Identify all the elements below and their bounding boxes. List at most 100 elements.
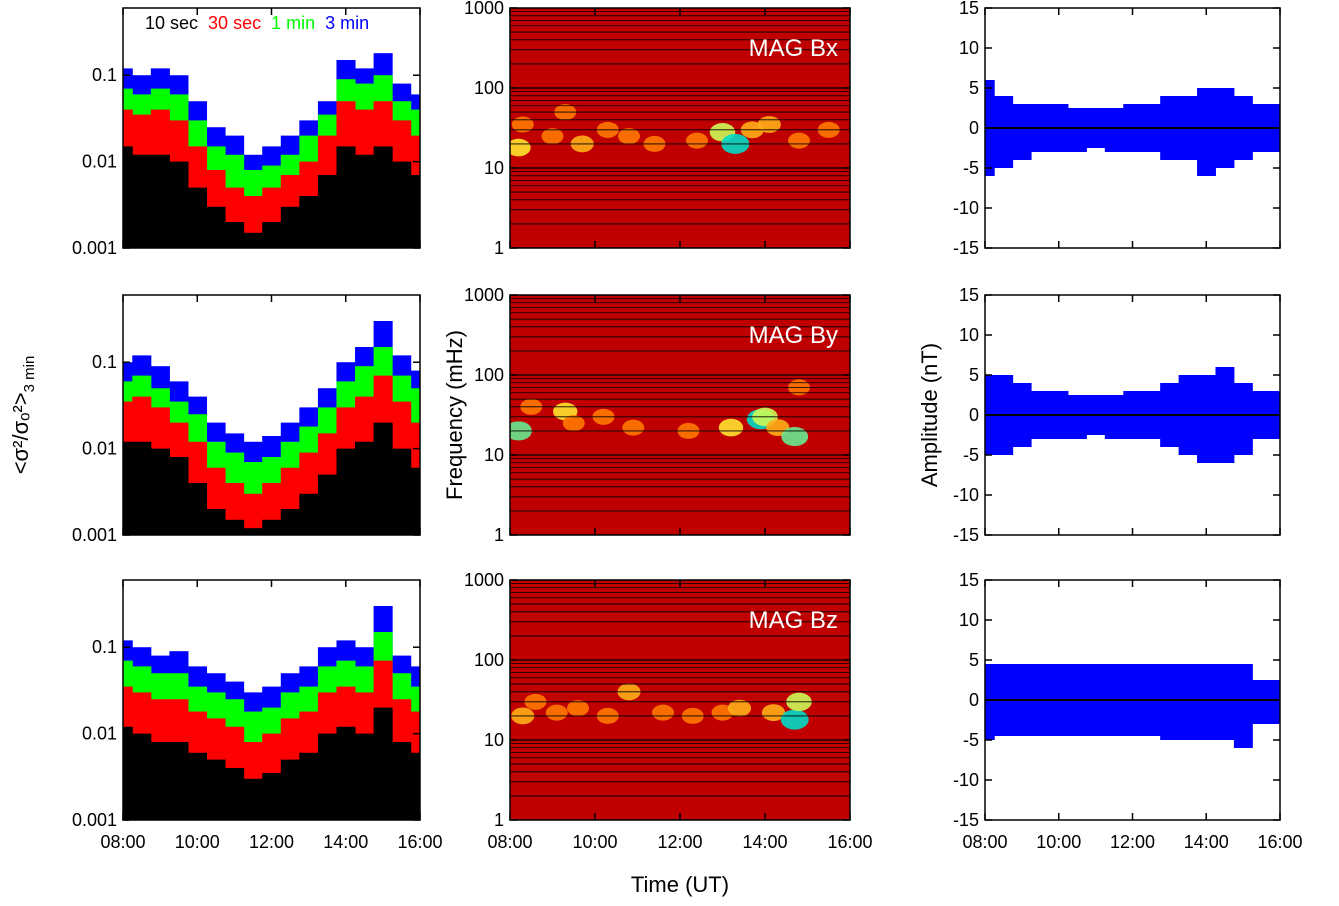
- bar: [169, 741, 189, 820]
- panel: -15 -10 -5 0 5 10 15 Amplitude (nT): [917, 285, 1281, 545]
- y-tick-label: 0.1: [92, 65, 117, 85]
- y-tick-label: 10: [484, 445, 504, 465]
- bar: [187, 187, 208, 248]
- annotation: MAG Bz: [749, 607, 838, 634]
- panel: MAG Bx 1 10 100 1000: [464, 0, 851, 258]
- bar: [373, 422, 393, 535]
- bar: [299, 493, 319, 535]
- y-tick-label: 0: [969, 405, 979, 425]
- bar: [262, 772, 282, 820]
- amplitude-range: [1252, 680, 1272, 724]
- bar: [123, 441, 133, 535]
- bar: [243, 528, 263, 535]
- panel: -15 -10 -5 0 5 10 15: [953, 0, 1281, 258]
- plot-area: [510, 8, 850, 248]
- y-tick-label: 0.01: [82, 724, 117, 744]
- amplitude-range: [1067, 108, 1087, 152]
- y-tick-label: -15: [953, 810, 979, 830]
- heat-spot: [761, 704, 786, 722]
- amplitude-range: [1270, 680, 1280, 724]
- y-tick-label: 0.001: [72, 238, 117, 258]
- plot-area: [510, 295, 850, 535]
- x-tick-label: 08:00: [100, 832, 145, 852]
- x-axis-label: Time (UT): [631, 872, 729, 897]
- bar: [392, 448, 412, 535]
- x-tick-label: 12:00: [249, 832, 294, 852]
- plot-area: [123, 53, 420, 248]
- bar: [299, 752, 319, 820]
- y-tick-label: 100: [474, 365, 504, 385]
- y-tick-label: -10: [953, 770, 979, 790]
- bar: [262, 221, 282, 248]
- y-tick-label: 5: [969, 365, 979, 385]
- y-tick-label: 1000: [464, 0, 504, 18]
- bar: [169, 456, 189, 535]
- y-tick-label: 1000: [464, 285, 504, 305]
- heat-spot: [652, 704, 674, 721]
- bar: [392, 741, 412, 820]
- bar: [132, 733, 152, 820]
- plot-area: [985, 367, 1280, 463]
- amplitude-range: [1160, 664, 1180, 740]
- bar: [317, 474, 337, 535]
- y-axis-label-main: Frequency (mHz): [442, 330, 467, 500]
- y-axis-label-main: Amplitude (nT): [917, 343, 942, 487]
- amplitude-range: [1197, 664, 1216, 740]
- amplitude-range: [1197, 88, 1216, 176]
- amplitude-range: [1197, 375, 1216, 463]
- heat-spot: [781, 426, 809, 447]
- bar: [317, 733, 337, 820]
- bar: [187, 752, 208, 820]
- x-tick-label: 16:00: [397, 832, 442, 852]
- y-tick-label: 1: [494, 238, 504, 258]
- y-tick-label: -15: [953, 238, 979, 258]
- y-tick-label: 0.1: [92, 637, 117, 657]
- heat-spot: [622, 419, 645, 436]
- bar: [299, 195, 319, 248]
- y-tick-label: 10: [484, 158, 504, 178]
- bar: [410, 174, 420, 248]
- panel: MAG Bz 1 10 100 1000 08:00 10:00 12:00 14:00 16:0…: [464, 570, 873, 897]
- bar: [225, 221, 245, 248]
- plot-area: [123, 606, 420, 820]
- amplitude-range: [1215, 664, 1235, 740]
- plot-area: [985, 80, 1280, 176]
- heat-spot: [757, 116, 781, 133]
- y-tick-label: 0: [969, 690, 979, 710]
- panel: 0.001 0.01 0.1 10 sec 30 sec 1 min 3 min: [72, 7, 421, 258]
- x-tick-label: 16:00: [827, 832, 872, 852]
- heat-spot: [718, 418, 744, 437]
- bar: [355, 733, 375, 820]
- heat-spot: [686, 132, 708, 149]
- amplitude-range: [994, 96, 1014, 168]
- amplitude-range: [1067, 395, 1087, 439]
- heat-spot: [510, 138, 531, 157]
- y-tick-label: -5: [963, 158, 979, 178]
- y-axis-label-subscript: 3 min: [21, 356, 38, 393]
- bar: [280, 759, 300, 820]
- y-tick-label: -5: [963, 445, 979, 465]
- y-tick-label: 0.01: [82, 439, 117, 459]
- y-tick-label: -10: [953, 485, 979, 505]
- x-tick-label: 12:00: [657, 832, 702, 852]
- y-axis-label: <σ²/σₒ²>3 min: [8, 356, 38, 475]
- y-tick-label: 15: [959, 0, 979, 18]
- y-tick-label: 0: [969, 118, 979, 138]
- y-tick-label: 15: [959, 285, 979, 305]
- heat-spot: [727, 699, 752, 717]
- x-tick-label: 14:00: [742, 832, 787, 852]
- heat-spot: [780, 709, 809, 730]
- heat-spot: [511, 116, 534, 133]
- bar: [373, 146, 393, 248]
- panel: -15 -10 -5 0 5 10 15 08:00 10:00 12:00 14:00 16:00: [953, 570, 1303, 852]
- bar: [150, 741, 170, 820]
- x-tick-label: 10:00: [1036, 832, 1081, 852]
- heat-spot: [562, 415, 585, 432]
- legend-entry: 30 sec: [208, 13, 261, 33]
- y-tick-label: 5: [969, 650, 979, 670]
- x-tick-label: 12:00: [1110, 832, 1155, 852]
- bar: [280, 206, 300, 248]
- heat-spot: [618, 128, 640, 145]
- bar: [206, 759, 226, 820]
